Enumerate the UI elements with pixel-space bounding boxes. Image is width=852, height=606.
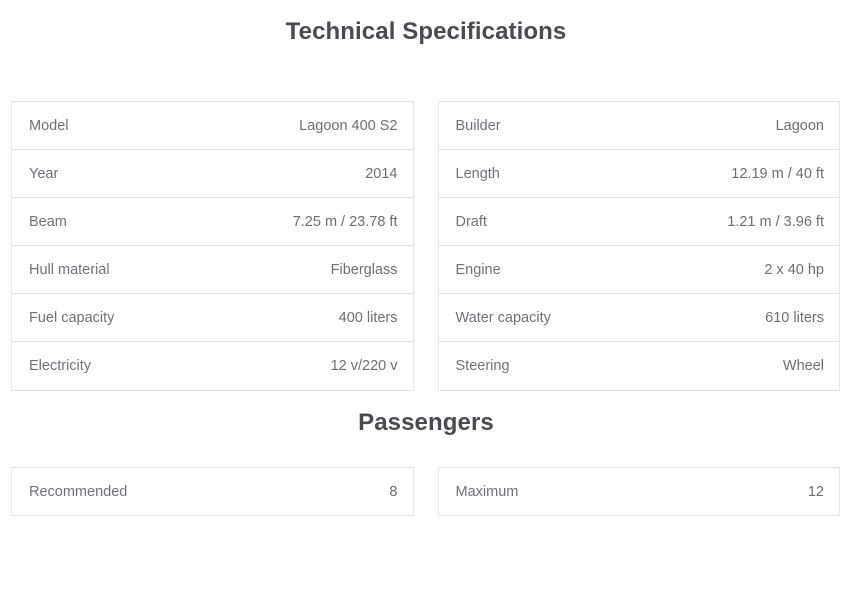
table-row: Hull material Fiberglass [12, 246, 413, 294]
technical-specifications-table-left: Model Lagoon 400 S2 Year 2014 Beam 7.25 … [11, 101, 414, 391]
spec-value: 12 v/220 v [330, 358, 398, 374]
spec-label: Draft [455, 213, 487, 230]
table-row: Builder Lagoon [438, 102, 839, 150]
table-row: Model Lagoon 400 S2 [12, 102, 413, 150]
spec-label: Length [455, 165, 500, 182]
spec-value: Wheel [782, 358, 824, 374]
table-row: Water capacity 610 liters [438, 294, 839, 342]
passengers-table-right: Maximum 12 [437, 467, 840, 516]
spec-label: Fuel capacity [29, 309, 115, 326]
spec-label: Builder [455, 117, 501, 134]
passengers-tables: Recommended 8 Maximum 12 [0, 467, 852, 516]
table-row: Electricity 12 v/220 v [12, 342, 413, 390]
technical-specifications-table-right: Builder Lagoon Length 12.19 m / 40 ft Dr… [437, 101, 840, 391]
table-row: Beam 7.25 m / 23.78 ft [12, 198, 413, 246]
table-row: Draft 1.21 m / 3.96 ft [438, 198, 839, 246]
spec-label: Beam [29, 213, 67, 230]
spec-value: 2014 [365, 165, 398, 182]
spec-label: Recommended [29, 483, 128, 500]
spec-value: Fiberglass [330, 261, 398, 278]
table-row: Length 12.19 m / 40 ft [438, 150, 839, 198]
spec-value: Lagoon [775, 117, 824, 134]
technical-specifications-tables: Model Lagoon 400 S2 Year 2014 Beam 7.25 … [0, 101, 852, 391]
spec-value: Lagoon 400 S2 [299, 117, 398, 134]
spec-label: Engine [455, 261, 501, 278]
spec-value: 12 [807, 483, 824, 500]
spec-label: Maximum [455, 483, 519, 500]
spec-label: Steering [455, 358, 510, 374]
spec-label: Water capacity [455, 309, 551, 326]
table-row: Steering Wheel [439, 342, 840, 390]
table-row: Engine 2 x 40 hp [438, 246, 839, 294]
page-title-technical-specifications: Technical Specifications [285, 18, 567, 45]
page-title-passengers: Passengers [358, 409, 494, 436]
spec-value: 8 [389, 483, 398, 500]
spec-label: Year [29, 165, 59, 182]
spec-label: Electricity [29, 358, 92, 374]
spec-label: Model [29, 117, 69, 134]
spec-value: 1.21 m / 3.96 ft [727, 213, 824, 230]
spec-value: 400 liters [338, 309, 398, 326]
table-row: Year 2014 [12, 150, 413, 198]
passengers-table-left: Recommended 8 [11, 467, 414, 516]
spec-label: Hull material [29, 261, 110, 278]
spec-value: 12.19 m / 40 ft [731, 165, 824, 182]
spec-value: 7.25 m / 23.78 ft [292, 213, 398, 230]
table-row: Maximum 12 [439, 468, 840, 515]
spec-value: 2 x 40 hp [764, 261, 824, 278]
table-row: Fuel capacity 400 liters [12, 294, 413, 342]
table-row: Recommended 8 [12, 468, 413, 515]
spec-value: 610 liters [765, 309, 824, 326]
